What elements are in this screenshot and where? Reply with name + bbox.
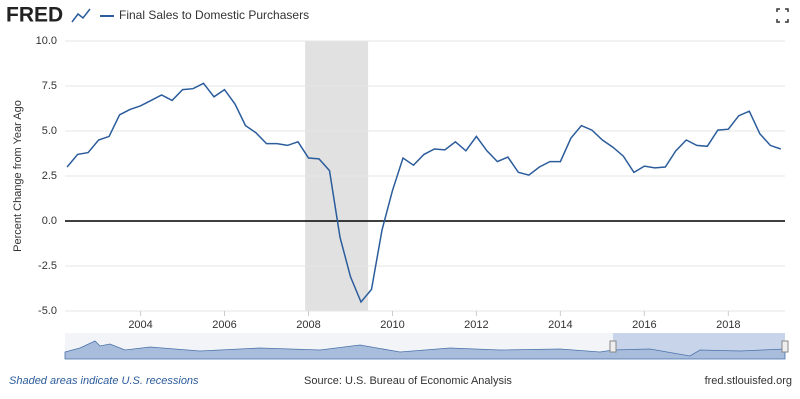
x-tick-label: 2014 (548, 319, 572, 331)
x-tick-label: 2016 (632, 319, 656, 331)
fullscreen-icon[interactable] (776, 8, 789, 23)
navigator-handle[interactable] (609, 340, 617, 353)
series-line (66, 82, 782, 304)
legend-label: Final Sales to Domestic Purchasers (119, 8, 309, 22)
x-tick-label: 2008 (296, 319, 320, 331)
x-tick-label: 2018 (716, 319, 740, 331)
logo: FRED (6, 4, 63, 27)
y-axis-label: Percent Change from Year Ago (12, 100, 24, 252)
y-tick-label: 7.5 (42, 80, 57, 92)
y-tick-label: -5.0 (38, 305, 57, 317)
source: Source: U.S. Bureau of Economic Analysis (304, 375, 512, 387)
y-tick-label: -2.5 (38, 260, 57, 272)
x-tick-label: 2004 (128, 319, 152, 331)
x-tick-label: 2010 (380, 319, 404, 331)
y-tick-label: 10.0 (36, 35, 57, 47)
recession-note: Shaded areas indicate U.S. recessions (9, 375, 199, 387)
x-tick-label: 2006 (212, 319, 236, 331)
y-tick-label: 5.0 (42, 125, 57, 137)
x-tick-label: 2012 (464, 319, 488, 331)
y-tick-label: 0.0 (42, 215, 57, 227)
navigator-line (64, 340, 786, 360)
y-tick-label: 2.5 (42, 170, 57, 182)
navigator-handle[interactable] (781, 340, 789, 353)
logo-icon (71, 8, 91, 23)
site: fred.stlouisfed.org (705, 375, 792, 387)
